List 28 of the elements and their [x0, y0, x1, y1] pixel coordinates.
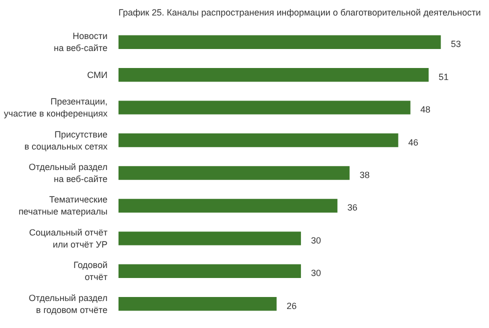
data-label: 51: [438, 72, 449, 82]
y-tick-label: Новости на веб-сайте: [54, 31, 108, 54]
data-label: 36: [347, 202, 358, 213]
bar: [118, 133, 398, 148]
bar: [118, 297, 277, 311]
y-tick-label: СМИ: [87, 70, 108, 80]
bar: [118, 264, 301, 278]
data-label: 30: [310, 268, 321, 278]
y-tick-label: Отдельный раздел в годовом отчёте: [28, 292, 108, 315]
data-label: 38: [360, 170, 370, 180]
bar: [118, 68, 429, 82]
y-tick-label: Социальный отчёт или отчёт УР: [29, 227, 108, 250]
chart-title: График 25. Каналы распространения информации о благотворительной деятельности: [118, 8, 481, 18]
y-tick-label: Тематические печатные материалы: [18, 194, 108, 217]
data-label: 26: [286, 300, 297, 311]
y-tick-label: Презентации, участие в конференциях: [4, 96, 108, 119]
y-tick-label: Присутствие в социальных сетях: [24, 129, 108, 152]
y-tick-label: Годовой отчёт: [73, 260, 108, 282]
bar: [118, 100, 410, 114]
data-label: 48: [420, 104, 430, 115]
bar: [118, 232, 301, 246]
data-label: 30: [310, 235, 321, 246]
data-label: 53: [450, 39, 461, 50]
data-label: 46: [408, 137, 418, 148]
bar: [118, 198, 338, 213]
bar: [118, 166, 350, 180]
bar: [118, 35, 441, 49]
y-tick-label: Отдельный раздел на веб-сайте: [28, 162, 108, 184]
